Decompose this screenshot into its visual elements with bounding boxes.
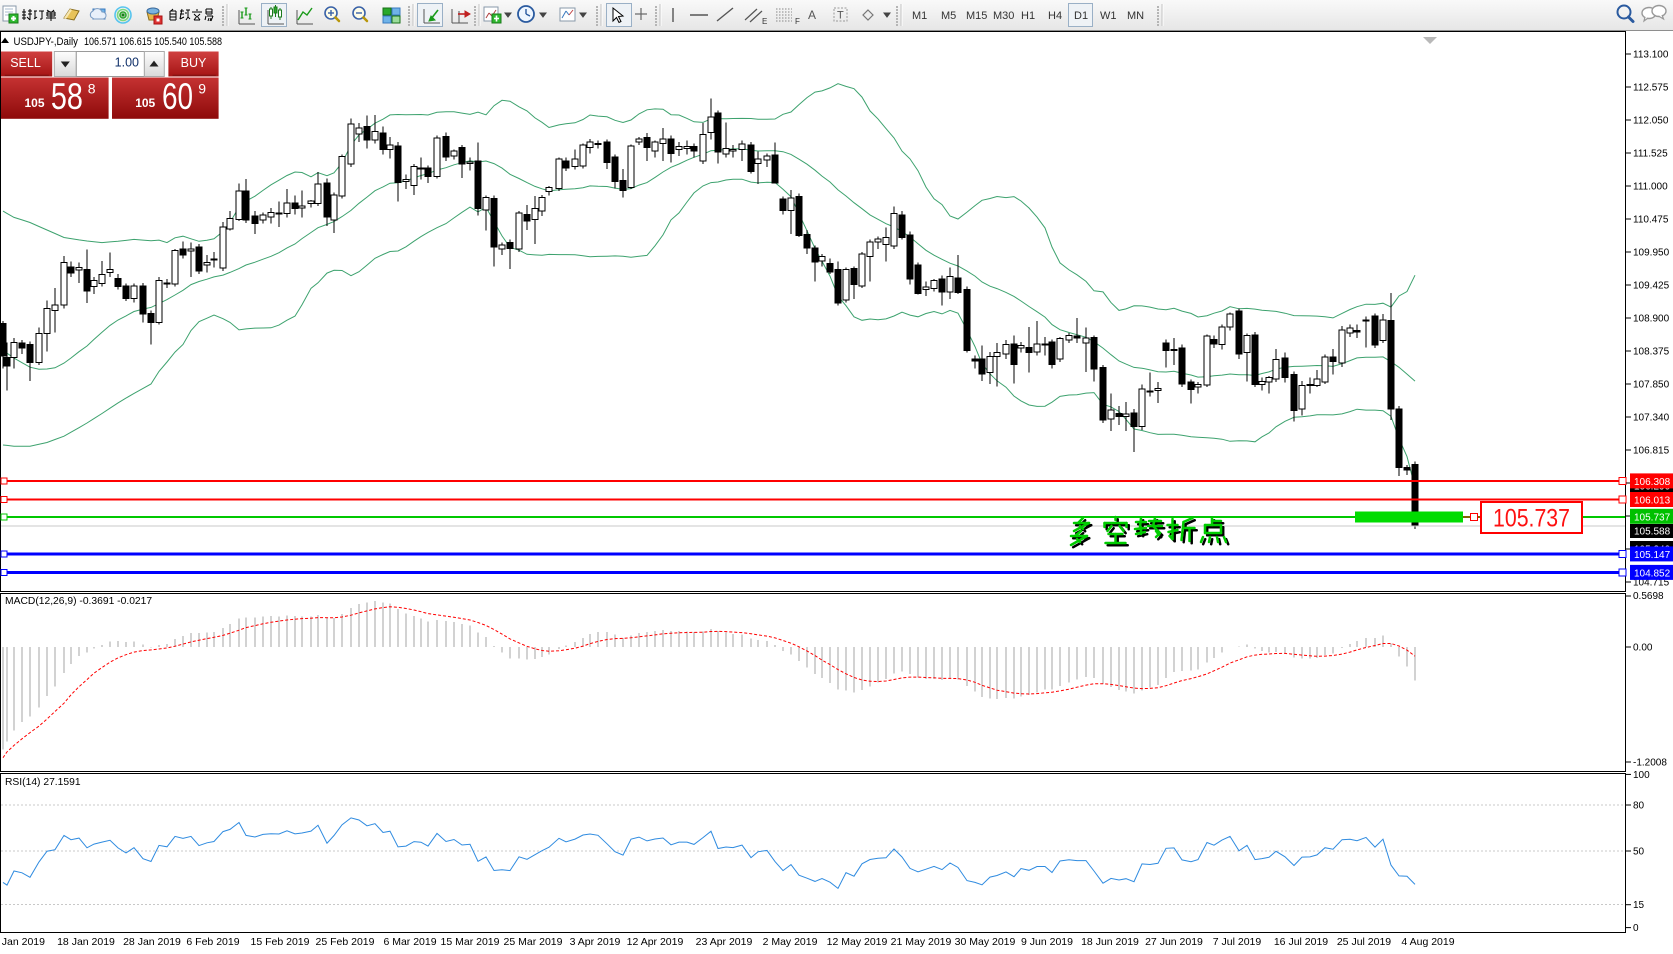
svg-text:6 Mar 2019: 6 Mar 2019: [383, 936, 436, 948]
svg-text:25 Mar 2019: 25 Mar 2019: [504, 936, 563, 948]
svg-text:108.375: 108.375: [1633, 347, 1670, 358]
svg-text:105.737: 105.737: [1493, 505, 1570, 533]
svg-text:-1.2008: -1.2008: [1633, 758, 1667, 769]
svg-text:H4: H4: [1048, 10, 1062, 22]
svg-text:18 Jun 2019: 18 Jun 2019: [1081, 936, 1139, 948]
svg-text:2 May 2019: 2 May 2019: [763, 936, 818, 948]
svg-text:W1: W1: [1100, 10, 1117, 22]
svg-text:111.000: 111.000: [1633, 182, 1668, 193]
svg-text:0.5698: 0.5698: [1633, 591, 1664, 602]
svg-text:21 May 2019: 21 May 2019: [891, 936, 952, 948]
svg-text:M15: M15: [966, 10, 987, 22]
svg-text:58: 58: [51, 76, 83, 117]
svg-text:A: A: [808, 8, 816, 22]
svg-text:112.050: 112.050: [1633, 116, 1669, 127]
svg-text:USDJPY-,Daily: USDJPY-,Daily: [14, 36, 79, 48]
svg-text:25 Feb 2019: 25 Feb 2019: [316, 936, 375, 948]
svg-text:105.147: 105.147: [1634, 550, 1671, 561]
svg-text:105.588: 105.588: [1634, 527, 1671, 538]
svg-text:111.525: 111.525: [1633, 149, 1668, 160]
svg-text:100: 100: [1633, 770, 1650, 781]
svg-text:8: 8: [88, 81, 96, 97]
svg-text:105: 105: [135, 96, 155, 110]
svg-text:15: 15: [1633, 900, 1645, 911]
svg-text:D1: D1: [1074, 10, 1088, 22]
svg-text:MACD(12,26,9) -0.3691 -0.0217: MACD(12,26,9) -0.3691 -0.0217: [5, 596, 152, 607]
svg-text:60: 60: [162, 76, 193, 117]
svg-text:M5: M5: [941, 10, 956, 22]
svg-text:MN: MN: [1127, 10, 1144, 22]
svg-text:6 Feb 2019: 6 Feb 2019: [186, 936, 239, 948]
svg-text:3 Apr 2019: 3 Apr 2019: [570, 936, 621, 948]
svg-text:109.425: 109.425: [1633, 281, 1670, 292]
svg-text:SELL: SELL: [10, 56, 41, 70]
svg-text:M30: M30: [993, 10, 1014, 22]
svg-text:30 May 2019: 30 May 2019: [955, 936, 1016, 948]
svg-text:F: F: [795, 17, 800, 26]
svg-text:105: 105: [25, 96, 45, 110]
svg-text:50: 50: [1633, 847, 1645, 858]
svg-text:RSI(14) 27.1591: RSI(14) 27.1591: [5, 777, 81, 788]
svg-text:104.715: 104.715: [1633, 578, 1670, 589]
svg-text:27 Jun 2019: 27 Jun 2019: [1145, 936, 1203, 948]
svg-text:108.900: 108.900: [1633, 314, 1670, 325]
svg-text:112.575: 112.575: [1633, 83, 1669, 94]
svg-text:15 Feb 2019: 15 Feb 2019: [251, 936, 310, 948]
svg-text:9: 9: [198, 81, 206, 97]
svg-text:0: 0: [1633, 923, 1639, 934]
svg-text:80: 80: [1633, 801, 1645, 812]
svg-text:BUY: BUY: [181, 56, 207, 70]
svg-text:107.340: 107.340: [1633, 413, 1670, 424]
svg-text:E: E: [762, 17, 767, 26]
svg-text:16 Jul 2019: 16 Jul 2019: [1274, 936, 1328, 948]
svg-text:106.815: 106.815: [1633, 446, 1670, 457]
svg-text:106.571 106.615 105.540 105.58: 106.571 106.615 105.540 105.588: [84, 36, 222, 48]
svg-text:9 Jan 2019: 9 Jan 2019: [0, 936, 45, 948]
svg-text:105.737: 105.737: [1634, 512, 1671, 523]
svg-text:H1: H1: [1021, 10, 1035, 22]
svg-text:T: T: [837, 10, 844, 22]
svg-text:25 Jul 2019: 25 Jul 2019: [1337, 936, 1391, 948]
svg-text:104.852: 104.852: [1634, 568, 1671, 579]
svg-text:28 Jan 2019: 28 Jan 2019: [123, 936, 181, 948]
svg-text:4 Aug 2019: 4 Aug 2019: [1401, 936, 1454, 948]
svg-text:15 Mar 2019: 15 Mar 2019: [441, 936, 500, 948]
svg-text:109.950: 109.950: [1633, 248, 1670, 259]
svg-text:12 May 2019: 12 May 2019: [827, 936, 888, 948]
svg-text:106.308: 106.308: [1634, 477, 1671, 488]
svg-text:M1: M1: [912, 10, 927, 22]
svg-text:106.013: 106.013: [1634, 496, 1671, 507]
svg-text:7 Jul 2019: 7 Jul 2019: [1213, 936, 1262, 948]
svg-text:18 Jan 2019: 18 Jan 2019: [57, 936, 115, 948]
svg-text:113.100: 113.100: [1633, 50, 1669, 61]
svg-text:23 Apr 2019: 23 Apr 2019: [696, 936, 753, 948]
svg-text:107.850: 107.850: [1633, 380, 1670, 391]
svg-text:9 Jun 2019: 9 Jun 2019: [1021, 936, 1073, 948]
svg-text:110.475: 110.475: [1633, 215, 1669, 226]
svg-text:0.00: 0.00: [1633, 643, 1653, 654]
svg-text:1.00: 1.00: [115, 56, 139, 70]
svg-text:12 Apr 2019: 12 Apr 2019: [627, 936, 684, 948]
